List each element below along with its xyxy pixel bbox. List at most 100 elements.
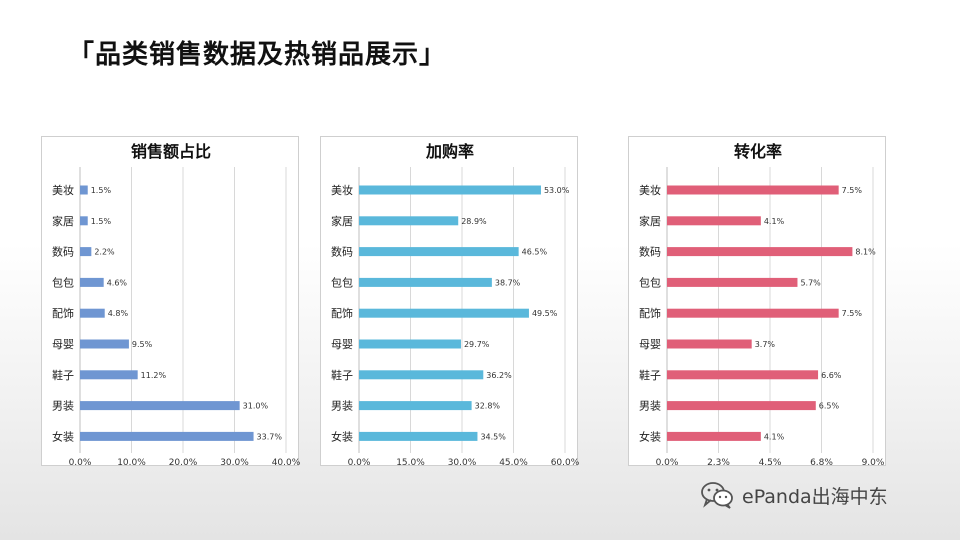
- bar: [80, 185, 88, 195]
- value-label: 38.7%: [495, 278, 521, 287]
- value-label: 32.8%: [475, 402, 501, 411]
- page-title: 「品类销售数据及热销品展示」: [68, 40, 447, 70]
- tick-label: 0.0%: [348, 458, 371, 468]
- value-label: 2.2%: [94, 248, 115, 257]
- tick-label: 15.0%: [396, 458, 425, 468]
- bar: [80, 216, 88, 226]
- bar: [359, 277, 492, 287]
- value-label: 49.5%: [532, 309, 558, 318]
- value-label: 4.1%: [764, 432, 785, 441]
- tick-label: 30.0%: [448, 458, 477, 468]
- value-label: 5.7%: [800, 278, 821, 287]
- bar: [667, 216, 761, 226]
- tick-label: 2.3%: [707, 458, 730, 468]
- tick-label: 30.0%: [220, 458, 249, 468]
- category-label: 美妆: [52, 184, 74, 197]
- tick-label: 45.0%: [499, 458, 528, 468]
- chart-title: 加购率: [425, 142, 474, 161]
- category-label: 数码: [331, 246, 353, 259]
- category-label: 男装: [639, 400, 661, 413]
- value-label: 7.5%: [842, 186, 863, 195]
- watermark: ePanda出海中东: [700, 480, 888, 510]
- value-label: 9.5%: [132, 340, 153, 349]
- bar: [359, 401, 472, 411]
- category-label: 家居: [639, 214, 661, 228]
- watermark-text: ePanda出海中东: [742, 485, 888, 508]
- bar: [667, 247, 853, 257]
- tick-label: 10.0%: [117, 458, 146, 468]
- category-label: 配饰: [331, 306, 353, 320]
- chart-add-to-cart-rate: 加购率 0.0% 15.0% 30.0% 45.0% 60.0% 美妆 53.0% 家居 28.9…: [331, 142, 580, 468]
- bar: [80, 401, 240, 411]
- category-label: 鞋子: [639, 368, 661, 382]
- category-label: 鞋子: [331, 368, 353, 382]
- bar: [359, 185, 541, 195]
- bar: [667, 431, 761, 441]
- bar: [359, 370, 484, 380]
- tick-label: 9.0%: [862, 458, 885, 468]
- chart-title: 销售额占比: [131, 142, 211, 161]
- category-label: 母婴: [331, 338, 353, 351]
- category-label: 配饰: [52, 306, 74, 320]
- bar: [667, 401, 816, 411]
- value-label: 4.6%: [107, 278, 128, 287]
- tick-label: 40.0%: [272, 458, 301, 468]
- bar: [80, 277, 104, 287]
- category-label: 母婴: [639, 338, 661, 351]
- category-label: 美妆: [331, 184, 353, 197]
- value-label: 1.5%: [91, 217, 112, 226]
- category-label: 女装: [331, 429, 353, 443]
- tick-label: 4.5%: [759, 458, 782, 468]
- category-label: 包包: [52, 276, 74, 289]
- chart-panel-sales-share: 销售额占比 0.0% 10.0% 20.0% 30.0% 40.0% 美妆 1.5% 家居 1.5…: [41, 136, 301, 468]
- tick-label: 0.0%: [69, 458, 92, 468]
- tick-label: 20.0%: [169, 458, 198, 468]
- value-label: 36.2%: [486, 371, 512, 380]
- value-label: 28.9%: [461, 217, 487, 226]
- value-label: 29.7%: [464, 340, 490, 349]
- value-label: 7.5%: [842, 309, 863, 318]
- chart-title: 转化率: [734, 142, 782, 161]
- value-label: 31.0%: [243, 402, 269, 411]
- chart-panel-conversion-rate: 转化率 0.0% 2.3% 4.5% 6.8% 9.0% 美妆 7.5% 家居 4.1% 数码 8.1…: [628, 136, 886, 468]
- wechat-icon: [701, 482, 733, 509]
- bar: [359, 308, 529, 318]
- value-label: 33.7%: [257, 432, 283, 441]
- bar: [667, 277, 798, 287]
- category-label: 家居: [331, 214, 353, 228]
- chart-panel-add-to-cart-rate: 加购率 0.0% 15.0% 30.0% 45.0% 60.0% 美妆 53.0% 家居 28.9…: [320, 136, 580, 468]
- value-label: 46.5%: [522, 248, 548, 257]
- category-label: 男装: [331, 400, 353, 413]
- bar: [359, 216, 459, 226]
- category-label: 数码: [639, 246, 661, 259]
- tick-label: 0.0%: [656, 458, 679, 468]
- tick-label: 6.8%: [810, 458, 833, 468]
- value-label: 34.5%: [480, 432, 506, 441]
- category-label: 女装: [52, 429, 74, 443]
- bar: [80, 431, 254, 441]
- category-label: 包包: [639, 276, 661, 289]
- value-label: 8.1%: [855, 248, 876, 257]
- category-label: 母婴: [52, 338, 74, 351]
- category-label: 美妆: [639, 184, 661, 197]
- bar: [667, 308, 839, 318]
- bar: [359, 247, 519, 257]
- value-label: 6.6%: [821, 371, 842, 380]
- value-label: 11.2%: [141, 371, 167, 380]
- value-label: 1.5%: [91, 186, 112, 195]
- bar: [667, 339, 752, 349]
- bar: [80, 339, 129, 349]
- category-label: 包包: [331, 276, 353, 289]
- category-label: 鞋子: [52, 368, 74, 382]
- chart-sales-share: 销售额占比 0.0% 10.0% 20.0% 30.0% 40.0% 美妆 1.5% 家居 1.5…: [52, 142, 301, 468]
- category-label: 男装: [52, 400, 74, 413]
- category-label: 数码: [52, 246, 74, 259]
- value-label: 4.1%: [764, 217, 785, 226]
- bar: [359, 431, 478, 441]
- bar: [667, 185, 839, 195]
- bar: [80, 247, 92, 257]
- bar: [80, 370, 138, 380]
- value-label: 6.5%: [819, 402, 840, 411]
- bar: [359, 339, 461, 349]
- value-label: 4.8%: [108, 309, 129, 318]
